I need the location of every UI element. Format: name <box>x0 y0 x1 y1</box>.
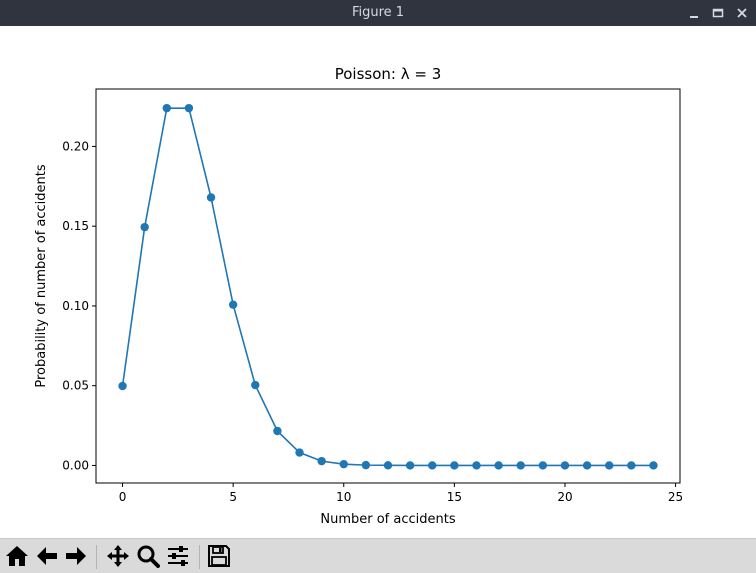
back-arrow-icon[interactable] <box>33 542 61 570</box>
data-point <box>118 381 127 391</box>
y-axis-label: Probability of number of accidents <box>34 164 49 388</box>
toolbar-separator <box>96 545 97 569</box>
x-tick-label: 15 <box>447 490 462 504</box>
window-title: Figure 1 <box>351 5 405 20</box>
data-point <box>228 300 238 309</box>
axes-frame <box>95 88 681 484</box>
x-axis-label: Number of accidents <box>320 512 455 527</box>
data-point <box>405 461 415 470</box>
data-point <box>494 461 503 470</box>
navigation-toolbar <box>0 538 756 573</box>
save-icon[interactable] <box>205 542 233 570</box>
y-tick-label: 0.05 <box>62 379 89 393</box>
window-controls <box>686 0 750 26</box>
y-tick-label: 0.15 <box>62 219 89 233</box>
data-point <box>538 461 548 470</box>
y-tick-label: 0.10 <box>62 299 89 313</box>
x-tick-label: 20 <box>557 490 572 504</box>
data-point <box>560 461 570 470</box>
x-tick-label: 25 <box>668 490 683 504</box>
data-point <box>184 103 194 113</box>
data-point <box>450 461 459 470</box>
series-line <box>121 107 654 467</box>
poisson-chart: Poisson: λ = 3 Number of accidents Proba… <box>34 65 683 527</box>
x-tick-label: 0 <box>119 490 127 504</box>
data-point <box>206 193 216 202</box>
data-point <box>627 461 636 470</box>
data-point <box>428 461 437 470</box>
figure-canvas[interactable]: Poisson: λ = 3 Number of accidents Proba… <box>0 26 756 538</box>
data-point <box>162 103 171 113</box>
data-point <box>295 448 304 457</box>
data-point <box>273 426 282 436</box>
data-point <box>251 380 260 390</box>
maximize-icon[interactable] <box>710 5 726 21</box>
pan-icon[interactable] <box>104 542 132 570</box>
data-point <box>516 461 525 470</box>
zoom-icon[interactable] <box>134 542 162 570</box>
data-point <box>361 460 371 470</box>
data-point <box>582 461 592 470</box>
toolbar-separator <box>199 545 200 569</box>
y-tick-label: 0.00 <box>62 458 89 472</box>
window-titlebar: Figure 1 <box>0 0 756 26</box>
data-point <box>317 456 326 466</box>
x-tick-label: 10 <box>336 490 351 504</box>
chart-title: Poisson: λ = 3 <box>335 65 442 83</box>
data-point <box>649 461 658 470</box>
data-point <box>140 222 149 232</box>
y-tick-label: 0.20 <box>62 139 89 153</box>
data-point <box>339 459 348 469</box>
data-point <box>605 461 614 470</box>
configure-subplots-icon[interactable] <box>164 542 192 570</box>
home-icon[interactable] <box>3 542 31 570</box>
data-point <box>383 461 393 470</box>
data-point <box>472 461 481 470</box>
forward-arrow-icon[interactable] <box>62 542 90 570</box>
close-icon[interactable] <box>734 5 750 21</box>
minimize-icon[interactable] <box>686 5 702 21</box>
x-tick-label: 5 <box>229 490 237 504</box>
